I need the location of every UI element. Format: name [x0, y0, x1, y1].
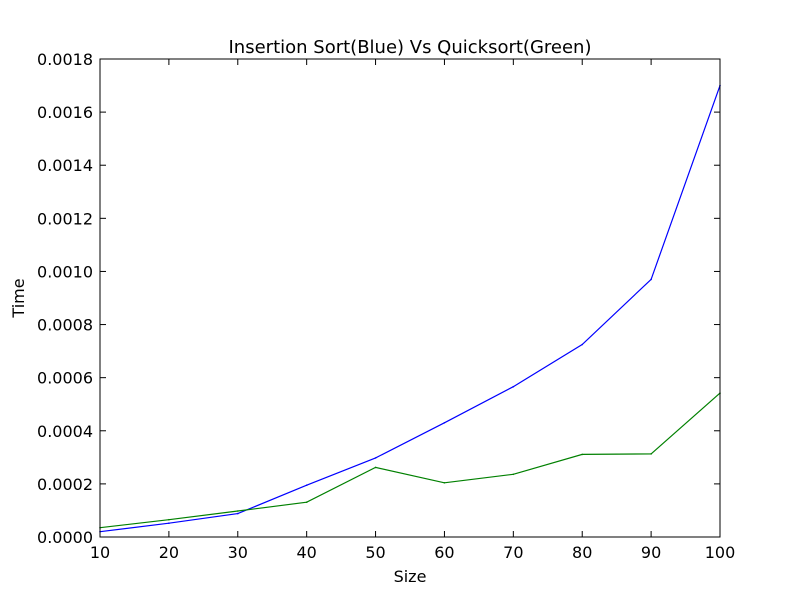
series-1-point-7: [512, 385, 515, 388]
series-2-point-5: [374, 466, 377, 469]
chart-title: Insertion Sort(Blue) Vs Quicksort(Green): [229, 37, 592, 58]
series-2-point-7: [512, 473, 515, 476]
x-tick-label: 70: [503, 543, 523, 562]
series-2-point-6: [443, 482, 446, 484]
series-line-2: [99, 392, 721, 529]
plot-frame: [99, 58, 721, 538]
x-tick-label: 20: [159, 543, 179, 562]
series-2-point-9: [650, 453, 652, 455]
x-axis-label: Size: [394, 567, 427, 586]
x-tick-label: 10: [90, 543, 110, 562]
series-1-point-2: [168, 522, 170, 524]
x-tick-label: 100: [705, 543, 736, 562]
y-tick-label: 0.0004: [37, 422, 93, 441]
y-tick-label: 0.0016: [37, 103, 93, 122]
y-tick-label: 0.0008: [37, 316, 93, 335]
x-tick-label: 60: [434, 543, 454, 562]
plot-area: [100, 59, 720, 537]
series-1-point-9: [650, 278, 652, 281]
series-1-point-5: [374, 457, 377, 459]
series-1-point-8: [581, 343, 583, 346]
series-1-point-6: [443, 422, 446, 424]
series-1-point-4: [305, 484, 308, 487]
y-tick-label: 0.0000: [37, 528, 93, 547]
y-tick-label: 0.0014: [37, 156, 93, 175]
y-axis-label: Time: [9, 278, 28, 318]
y-tick-label: 0.0010: [37, 262, 93, 281]
x-tick-label: 40: [296, 543, 316, 562]
y-tick-label: 0.0018: [37, 50, 93, 69]
series-2-point-3: [237, 510, 239, 512]
x-tick-label: 80: [572, 543, 592, 562]
y-tick-label: 0.0012: [37, 209, 93, 228]
series-line-1: [99, 85, 721, 533]
series-1-point-3: [237, 512, 239, 515]
y-tick-label: 0.0002: [37, 475, 93, 494]
tick-layer: 10 20 30 40 50 60 70 80 90 100 0.0000 0.0002 0.0004 0…: [37, 50, 735, 562]
series-2-point-2: [168, 518, 170, 521]
x-tick-label: 90: [641, 543, 661, 562]
series-2-point-8: [581, 453, 583, 456]
x-tick-label: 30: [228, 543, 248, 562]
y-tick-label: 0.0006: [37, 369, 93, 388]
series-2-point-4: [305, 501, 308, 504]
x-tick-label: 50: [365, 543, 385, 562]
